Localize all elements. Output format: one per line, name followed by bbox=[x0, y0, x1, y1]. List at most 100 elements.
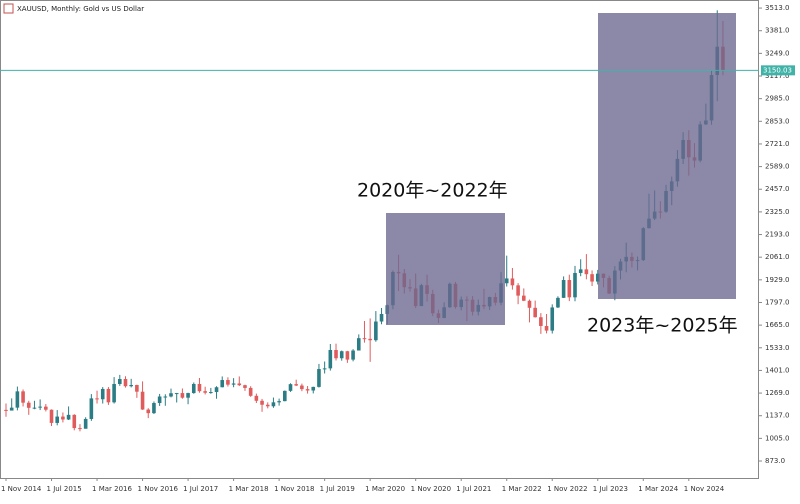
candle-body bbox=[220, 380, 225, 388]
candle-body bbox=[556, 297, 560, 308]
y-tick-label: 1269.0 bbox=[765, 389, 790, 397]
y-tick-label: 2457.0 bbox=[765, 185, 790, 193]
candle-body bbox=[339, 351, 344, 359]
annotation: 2020年~2022年 bbox=[357, 180, 508, 202]
x-tick-label: 1 Mar 2018 bbox=[229, 485, 269, 493]
x-tick-label: 1 Nov 2014 bbox=[1, 485, 42, 493]
candle-body bbox=[334, 350, 338, 359]
candle-body bbox=[504, 278, 509, 284]
candle-body bbox=[66, 414, 71, 420]
x-tick-label: 1 Nov 2022 bbox=[547, 485, 587, 493]
y-tick-label: 2589.0 bbox=[765, 163, 790, 171]
candle-body bbox=[123, 379, 128, 387]
candle-body bbox=[311, 386, 316, 391]
candle-body bbox=[112, 383, 116, 403]
highlight-box bbox=[598, 13, 736, 299]
plot-frame bbox=[0, 0, 759, 479]
candle-body bbox=[351, 350, 355, 360]
candle-body bbox=[135, 385, 139, 392]
y-tick-label: 873.0 bbox=[765, 457, 785, 465]
candle-body bbox=[374, 321, 378, 341]
chart-title: XAUUSD, Monthly: Gold vs US Dollar bbox=[17, 5, 144, 13]
candle-body bbox=[89, 398, 94, 419]
x-tick-label: 1 Nov 2024 bbox=[684, 485, 725, 493]
candle-body bbox=[379, 313, 384, 322]
candle-body bbox=[544, 325, 549, 331]
candle-body bbox=[573, 272, 577, 298]
candle-body bbox=[9, 407, 14, 411]
candle-body bbox=[237, 383, 242, 386]
candle-body bbox=[21, 391, 25, 403]
candle-body bbox=[163, 396, 168, 398]
current-price-label: 3150.03 bbox=[763, 66, 792, 74]
y-tick-label: 2193.0 bbox=[765, 231, 790, 239]
y-tick-label: 1797.0 bbox=[765, 298, 790, 306]
x-tick-label: 1 Jul 2017 bbox=[183, 485, 218, 493]
y-tick-label: 1401.0 bbox=[765, 366, 790, 374]
candle-body bbox=[595, 273, 600, 282]
y-tick-label: 3117.0 bbox=[765, 72, 790, 80]
candle-body bbox=[578, 269, 583, 273]
y-tick-label: 3381.0 bbox=[765, 27, 790, 35]
y-tick-label: 2985.0 bbox=[765, 95, 790, 103]
y-tick-label: 3249.0 bbox=[765, 49, 790, 57]
candle-body bbox=[300, 385, 304, 390]
candle-body bbox=[288, 384, 293, 391]
candle-body bbox=[328, 350, 333, 369]
candle-body bbox=[32, 407, 37, 409]
y-tick-label: 3513.0 bbox=[765, 4, 790, 12]
candle-body bbox=[362, 338, 367, 340]
candle-body bbox=[277, 401, 281, 403]
candle-body bbox=[72, 414, 77, 429]
candle-body bbox=[169, 393, 173, 397]
y-tick-label: 2061.0 bbox=[765, 253, 790, 261]
candle-body bbox=[231, 383, 236, 385]
candle-body bbox=[254, 395, 259, 401]
y-tick-label: 2721.0 bbox=[765, 140, 790, 148]
candle-body bbox=[539, 317, 543, 326]
annotation: 2023年~2025年 bbox=[587, 315, 738, 337]
candle-body bbox=[584, 269, 589, 275]
candle-body bbox=[106, 388, 111, 403]
candle-body bbox=[197, 383, 202, 392]
candle-body bbox=[590, 274, 594, 282]
y-tick-label: 1929.0 bbox=[765, 276, 790, 284]
candle-body bbox=[294, 384, 298, 386]
x-tick-label: 1 Jul 2019 bbox=[320, 485, 355, 493]
candle-body bbox=[49, 409, 54, 423]
candle-body bbox=[322, 368, 327, 370]
candle-body bbox=[214, 387, 219, 393]
x-tick-label: 1 Jul 2023 bbox=[593, 485, 628, 493]
candle-body bbox=[152, 403, 156, 414]
candle-body bbox=[44, 406, 48, 410]
candle-body bbox=[510, 278, 515, 286]
x-tick-label: 1 Mar 2024 bbox=[638, 485, 678, 493]
candle-body bbox=[243, 385, 247, 388]
candle-body bbox=[4, 409, 8, 411]
candle-body bbox=[157, 396, 162, 404]
candle-body bbox=[146, 409, 151, 414]
x-tick-label: 1 Jul 2021 bbox=[456, 485, 491, 493]
candle-body bbox=[265, 404, 270, 407]
candle-body bbox=[38, 406, 42, 408]
candle-body bbox=[248, 387, 253, 396]
x-tick-label: 1 Mar 2022 bbox=[502, 485, 542, 493]
candle-body bbox=[516, 285, 520, 296]
x-tick-label: 1 Jul 2015 bbox=[47, 485, 82, 493]
candle-body bbox=[283, 390, 287, 402]
candle-body bbox=[26, 402, 31, 408]
candle-body bbox=[209, 392, 213, 394]
candle-body bbox=[129, 385, 133, 387]
x-tick-label: 1 Nov 2018 bbox=[274, 485, 314, 493]
x-tick-label: 1 Mar 2016 bbox=[92, 485, 132, 493]
y-tick-label: 1137.0 bbox=[765, 412, 790, 420]
y-tick-label: 2325.0 bbox=[765, 208, 790, 216]
candle-body bbox=[186, 393, 190, 398]
candle-body bbox=[174, 393, 179, 395]
current-price-box bbox=[761, 65, 795, 76]
candle-body bbox=[345, 351, 350, 360]
candle-body bbox=[226, 380, 230, 385]
candle-body bbox=[118, 379, 122, 384]
candle-body bbox=[78, 428, 82, 430]
